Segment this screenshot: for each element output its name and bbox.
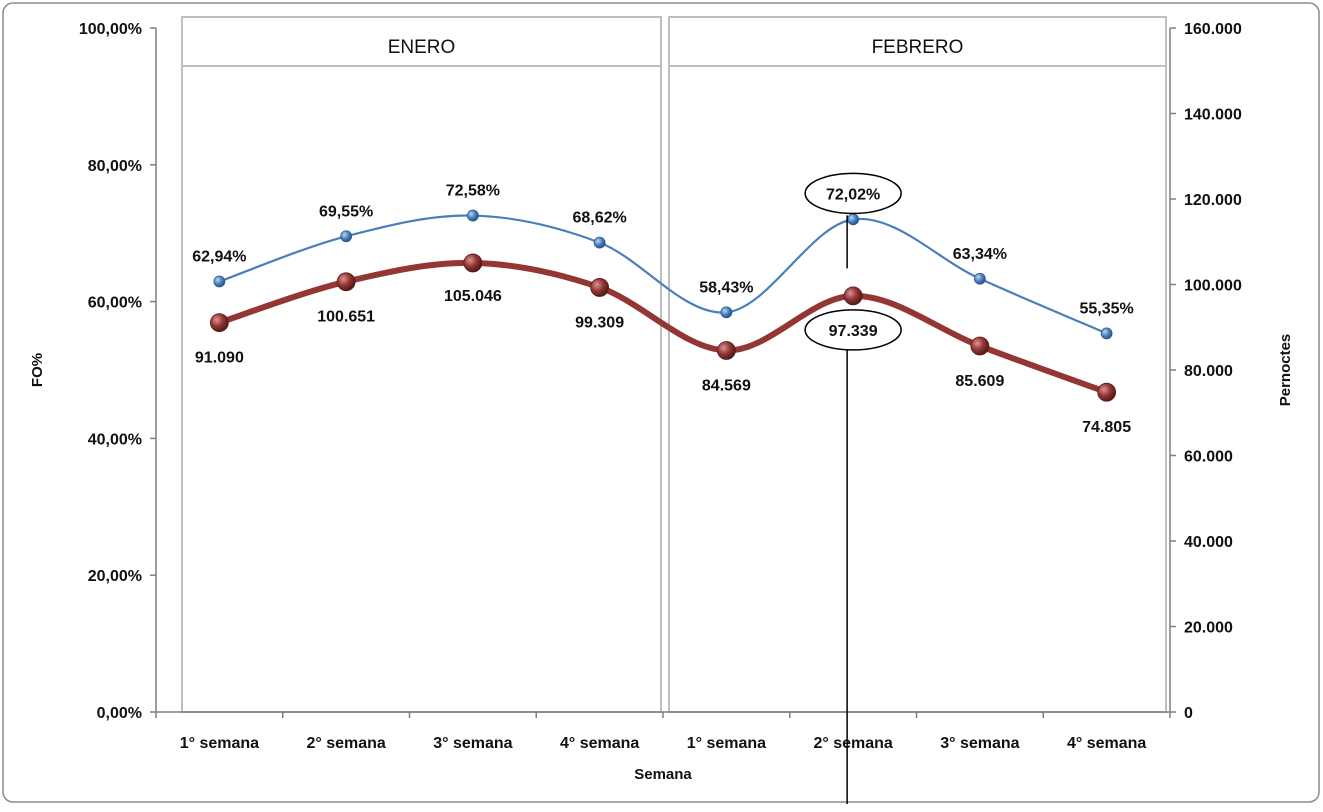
fo-point: [340, 230, 353, 243]
pernoctes-point: [336, 272, 356, 292]
month-label: ENERO: [388, 37, 456, 58]
pernoctes-highlight-ellipse: [804, 309, 902, 351]
pernoctes-data-label: 97.339: [829, 323, 878, 340]
y2-axis-title: Pernoctes: [1277, 334, 1294, 407]
x-tick-label: 4° semana: [1067, 735, 1146, 752]
fo-data-label: 72,58%: [446, 183, 500, 200]
right-tick-label: 80.000: [1184, 363, 1233, 380]
x-tick-label: 3° semana: [940, 735, 1019, 752]
month-label: FEBRERO: [872, 37, 964, 58]
fo-point: [593, 236, 606, 249]
right-tick-label: 20.000: [1184, 620, 1233, 637]
pernoctes-point: [716, 341, 736, 360]
pernoctes-point: [1097, 382, 1117, 402]
fo-data-label: 55,35%: [1079, 300, 1133, 317]
pernoctes-series-line: [216, 259, 1110, 396]
fo-point: [466, 209, 479, 222]
fo-point: [720, 306, 733, 319]
x-axis-title: Semana: [634, 766, 692, 783]
pernoctes-data-label: 105.046: [444, 288, 502, 305]
left-tick-label: 20,00%: [88, 568, 142, 585]
fo-highlight-ellipse: [804, 172, 902, 215]
right-tick-label: 140.000: [1184, 107, 1242, 124]
right-tick-label: 160.000: [1184, 21, 1242, 38]
fo-data-label: 68,62%: [572, 210, 626, 227]
right-tick-label: 100.000: [1184, 278, 1242, 295]
left-tick-label: 100,00%: [79, 21, 142, 38]
x-tick-label: 3° semana: [433, 735, 512, 752]
fo-point: [847, 213, 860, 226]
fo-point: [1100, 327, 1113, 340]
pernoctes-data-label: 85.609: [955, 373, 1004, 390]
fo-data-label: 63,34%: [953, 246, 1007, 263]
x-tick-label: 2° semana: [306, 735, 385, 752]
x-tick-label: 4° semana: [560, 735, 639, 752]
left-tick-label: 0,00%: [97, 705, 142, 722]
x-tick-label: 1° semana: [180, 735, 259, 752]
pernoctes-point: [209, 313, 229, 332]
right-tick-label: 60.000: [1184, 449, 1233, 466]
left-tick-label: 60,00%: [88, 295, 142, 312]
pernoctes-data-label: 74.805: [1082, 419, 1131, 436]
right-tick-label: 0: [1184, 705, 1193, 722]
x-tick-label: 1° semana: [687, 735, 766, 752]
fo-data-label: 69,55%: [319, 203, 373, 220]
left-tick-label: 80,00%: [88, 158, 142, 175]
pernoctes-data-label: 91.090: [195, 350, 244, 367]
left-tick-label: 40,00%: [88, 431, 142, 448]
x-tick-label: 2° semana: [813, 735, 892, 752]
pernoctes-data-label: 84.569: [702, 377, 751, 394]
fo-data-label: 72,02%: [826, 186, 880, 203]
fo-point: [973, 272, 986, 285]
right-tick-label: 40.000: [1184, 534, 1233, 551]
pernoctes-data-label: 99.309: [575, 314, 624, 331]
fo-point: [213, 275, 226, 288]
fo-data-label: 62,94%: [192, 248, 246, 265]
right-tick-label: 120.000: [1184, 192, 1242, 209]
pernoctes-point: [590, 278, 610, 297]
pernoctes-data-label: 100.651: [317, 309, 375, 326]
pernoctes-point: [843, 286, 863, 306]
pernoctes-point: [463, 253, 483, 273]
pernoctes-point: [970, 336, 990, 356]
fo-series-line: [218, 214, 1108, 335]
y-axis-title: FO%: [29, 353, 46, 387]
fo-data-label: 58,43%: [699, 279, 753, 296]
